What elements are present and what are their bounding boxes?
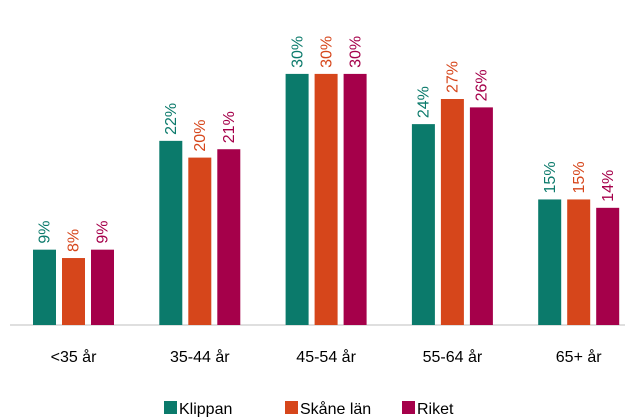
data-label: 30% xyxy=(318,36,335,68)
x-tick-label: 35-44 år xyxy=(170,348,230,366)
bar xyxy=(411,124,435,326)
bar xyxy=(188,157,212,325)
bar xyxy=(469,107,493,325)
legend-swatch xyxy=(285,401,298,414)
legend-label: Klippan xyxy=(179,401,232,417)
bar xyxy=(567,199,591,325)
legend-label: Riket xyxy=(417,401,454,417)
data-label: 20% xyxy=(192,120,209,152)
data-label: 30% xyxy=(289,36,306,68)
legend-swatch xyxy=(402,401,415,414)
data-label: 27% xyxy=(445,61,462,93)
bar xyxy=(440,99,464,325)
data-label: 9% xyxy=(37,221,54,244)
bar xyxy=(285,73,309,326)
data-label: 30% xyxy=(347,36,364,68)
data-label: 14% xyxy=(600,170,617,202)
x-tick-label: <35 år xyxy=(51,348,97,366)
legend-swatch xyxy=(164,401,177,414)
x-tick-label: 55-64 år xyxy=(423,348,483,366)
data-label: 24% xyxy=(416,86,433,118)
data-label: 26% xyxy=(474,69,491,101)
bar xyxy=(91,249,114,325)
data-label: 22% xyxy=(163,103,180,135)
data-label: 15% xyxy=(571,161,588,193)
data-label: 15% xyxy=(542,161,559,193)
bar xyxy=(159,140,183,325)
data-label: 9% xyxy=(95,221,112,244)
bar xyxy=(33,249,56,325)
bar xyxy=(596,207,620,325)
data-label: 8% xyxy=(66,229,83,252)
x-tick-label: 65+ år xyxy=(556,348,602,366)
bar xyxy=(343,73,367,326)
bar xyxy=(62,258,85,325)
x-tick-label: 45-54 år xyxy=(296,348,356,366)
legend-label: Skåne län xyxy=(300,400,371,417)
bar xyxy=(217,149,241,325)
bar xyxy=(538,199,562,325)
data-label: 21% xyxy=(221,111,238,143)
bar xyxy=(314,73,338,326)
